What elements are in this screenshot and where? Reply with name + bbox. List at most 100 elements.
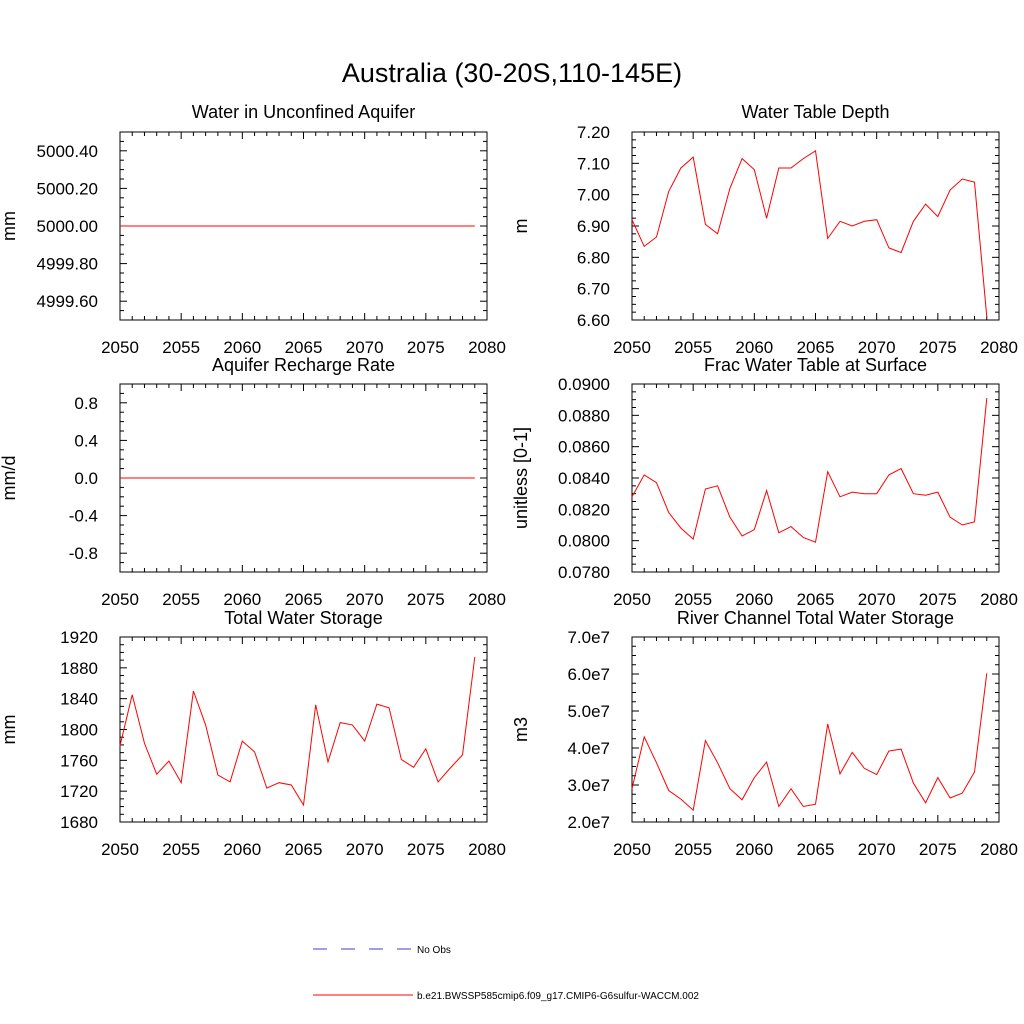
x-tick-label: 2080 bbox=[980, 840, 1018, 859]
panel-grid: Water in Unconfined Aquifer 2050 2055 2060 2… bbox=[0, 102, 1018, 859]
y-tick-label: 6.90 bbox=[577, 217, 610, 236]
x-tick-label: 2080 bbox=[468, 840, 506, 859]
y-tick-label: 2.0e7 bbox=[567, 813, 610, 832]
chart-panel: River Channel Total Water Storage 2050 205… bbox=[511, 608, 1018, 859]
y-tick-label: 0.0 bbox=[74, 469, 98, 488]
series-line bbox=[631, 673, 988, 812]
x-tick-label: 2060 bbox=[735, 338, 773, 357]
x-tick-label: 2070 bbox=[858, 840, 896, 859]
x-tick-label: 2060 bbox=[223, 590, 261, 609]
y-axis-label: mm bbox=[0, 211, 19, 241]
y-tick-label: 0.8 bbox=[74, 394, 98, 413]
y-tick-label: 0.0800 bbox=[558, 532, 610, 551]
x-tick-label: 2075 bbox=[919, 840, 957, 859]
plot-frame bbox=[631, 131, 1000, 321]
y-tick-label: 5000.20 bbox=[37, 179, 98, 198]
panel-title: Frac Water Table at Surface bbox=[704, 355, 927, 375]
x-tick-label: 2065 bbox=[797, 590, 835, 609]
x-tick-label: 2060 bbox=[735, 840, 773, 859]
x-tick-label: 2075 bbox=[919, 590, 957, 609]
y-tick-label: -0.4 bbox=[69, 507, 98, 526]
chart-panel: Aquifer Recharge Rate 2050 2055 2060 2065 207… bbox=[0, 355, 506, 609]
y-tick-label: 0.0820 bbox=[558, 500, 610, 519]
x-tick-label: 2075 bbox=[407, 840, 445, 859]
chart-panel: Water in Unconfined Aquifer 2050 2055 2060 2… bbox=[0, 102, 506, 357]
y-tick-label: 5000.40 bbox=[37, 142, 98, 161]
y-tick-label: 4999.80 bbox=[37, 255, 98, 274]
x-tick-label: 2050 bbox=[101, 590, 139, 609]
x-tick-label: 2065 bbox=[797, 338, 835, 357]
panel-title: River Channel Total Water Storage bbox=[677, 608, 954, 628]
x-tick-label: 2050 bbox=[613, 338, 651, 357]
legend: No Obs b.e21.BWSSP585cmip6.f09_g17.CMIP6… bbox=[313, 945, 699, 1002]
x-tick-label: 2050 bbox=[101, 338, 139, 357]
legend-model-label: b.e21.BWSSP585cmip6.f09_g17.CMIP6-G6sulf… bbox=[417, 991, 699, 1002]
x-tick-label: 2075 bbox=[407, 338, 445, 357]
y-tick-label: -0.8 bbox=[69, 544, 98, 563]
panel-title: Water Table Depth bbox=[741, 102, 889, 122]
y-tick-label: 1720 bbox=[60, 782, 98, 801]
y-tick-label: 1840 bbox=[60, 690, 98, 709]
x-tick-label: 2070 bbox=[858, 338, 896, 357]
y-tick-label: 4999.60 bbox=[37, 292, 98, 311]
y-tick-label: 1920 bbox=[60, 628, 98, 647]
x-tick-label: 2060 bbox=[223, 840, 261, 859]
plot-frame bbox=[119, 636, 488, 823]
y-tick-label: 7.0e7 bbox=[567, 628, 610, 647]
y-tick-label: 0.0880 bbox=[558, 406, 610, 425]
y-tick-label: 1800 bbox=[60, 721, 98, 740]
y-tick-label: 7.00 bbox=[577, 186, 610, 205]
y-axis-label: mm bbox=[0, 715, 19, 745]
x-tick-label: 2060 bbox=[223, 338, 261, 357]
y-tick-label: 0.0900 bbox=[558, 375, 610, 394]
x-tick-label: 2055 bbox=[674, 590, 712, 609]
y-axis-label: m bbox=[511, 219, 531, 234]
x-tick-label: 2065 bbox=[285, 338, 323, 357]
x-tick-label: 2070 bbox=[858, 590, 896, 609]
x-tick-label: 2075 bbox=[407, 590, 445, 609]
y-axis-label: unitless [0-1] bbox=[511, 427, 531, 529]
y-tick-label: 7.10 bbox=[577, 154, 610, 173]
y-tick-label: 5000.00 bbox=[37, 217, 98, 236]
legend-obs-label: No Obs bbox=[417, 945, 451, 956]
x-tick-label: 2050 bbox=[101, 840, 139, 859]
series-line bbox=[631, 398, 988, 543]
x-tick-label: 2080 bbox=[980, 338, 1018, 357]
y-tick-label: 6.60 bbox=[577, 311, 610, 330]
x-tick-label: 2055 bbox=[162, 338, 200, 357]
y-tick-label: 0.0840 bbox=[558, 469, 610, 488]
x-tick-label: 2055 bbox=[674, 840, 712, 859]
plot-frame bbox=[631, 383, 1000, 573]
y-tick-label: 1880 bbox=[60, 659, 98, 678]
x-tick-label: 2055 bbox=[162, 840, 200, 859]
panel-title: Water in Unconfined Aquifer bbox=[192, 102, 415, 122]
x-tick-label: 2070 bbox=[346, 840, 384, 859]
y-tick-label: 1680 bbox=[60, 813, 98, 832]
y-tick-label: 5.0e7 bbox=[567, 702, 610, 721]
x-tick-label: 2065 bbox=[797, 840, 835, 859]
plot-frame bbox=[631, 636, 1000, 823]
chart-panel: Total Water Storage 2050 2055 2060 2065 2070 2… bbox=[0, 608, 506, 859]
y-tick-label: 0.0860 bbox=[558, 438, 610, 457]
chart-panel: Water Table Depth 2050 2055 2060 2065 2070 207… bbox=[511, 102, 1018, 357]
x-tick-label: 2055 bbox=[162, 590, 200, 609]
x-tick-label: 2050 bbox=[613, 840, 651, 859]
x-tick-label: 2080 bbox=[468, 590, 506, 609]
y-tick-label: 7.20 bbox=[577, 123, 610, 142]
x-tick-label: 2080 bbox=[468, 338, 506, 357]
x-tick-label: 2065 bbox=[285, 840, 323, 859]
series-line bbox=[119, 656, 476, 807]
x-tick-label: 2060 bbox=[735, 590, 773, 609]
panel-title: Aquifer Recharge Rate bbox=[212, 355, 395, 375]
x-tick-label: 2070 bbox=[346, 590, 384, 609]
y-tick-label: 6.80 bbox=[577, 248, 610, 267]
x-tick-label: 2050 bbox=[613, 590, 651, 609]
x-tick-label: 2075 bbox=[919, 338, 957, 357]
figure-title: Australia (30-20S,110-145E) bbox=[342, 58, 682, 88]
chart-panel: Frac Water Table at Surface 2050 2055 2060 2… bbox=[511, 355, 1018, 609]
x-tick-label: 2055 bbox=[674, 338, 712, 357]
y-axis-label: m3 bbox=[511, 717, 531, 742]
y-tick-label: 0.4 bbox=[74, 431, 98, 450]
panel-title: Total Water Storage bbox=[224, 608, 382, 628]
